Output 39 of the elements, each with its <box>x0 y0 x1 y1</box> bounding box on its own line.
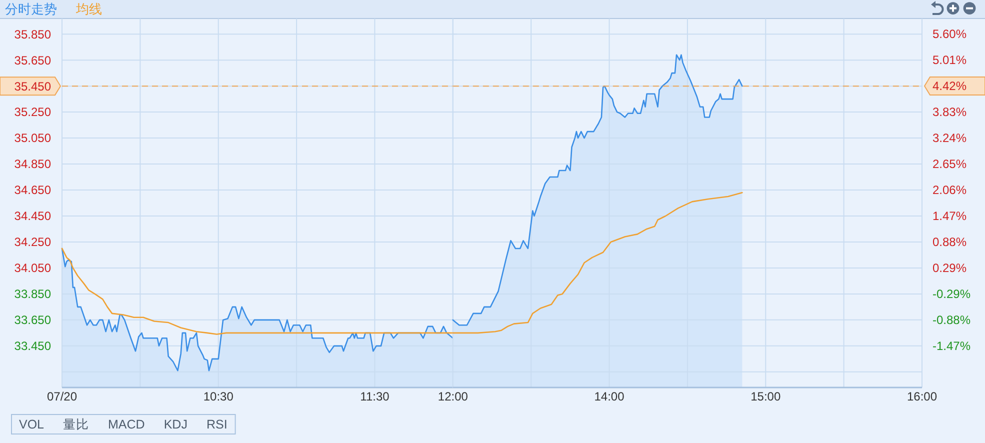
y-tick-label: 34.050 <box>14 261 52 276</box>
y-tick-label: 35.450 <box>14 79 52 94</box>
y2-tick-label: 5.60% <box>932 27 967 42</box>
y-tick-label: 34.250 <box>14 235 52 250</box>
y2-tick-label: -0.88% <box>932 312 971 327</box>
legend: 分时走势 均线 <box>5 2 102 16</box>
x-tick-label: 07/20 <box>46 390 78 404</box>
tab-label: MACD <box>108 418 145 432</box>
y-tick-label: 33.850 <box>14 287 52 302</box>
y2-tick-label: 0.29% <box>932 261 967 276</box>
y2-tick-label: 1.47% <box>932 209 967 224</box>
y2-tick-label: -1.47% <box>932 338 971 353</box>
y-tick-label: 35.050 <box>14 131 52 146</box>
y2-tick-label: 2.65% <box>932 157 967 172</box>
y2-tick-label: -0.29% <box>932 286 971 301</box>
x-tick-label: 10:30 <box>203 390 234 404</box>
x-tick-label: 14:00 <box>594 390 625 404</box>
y2-tick-label: 3.24% <box>932 131 967 146</box>
y-tick-label: 35.650 <box>14 53 52 68</box>
tab-label: VOL <box>19 418 44 432</box>
y-tick-label: 34.450 <box>14 209 52 224</box>
y2-tick-label: 5.01% <box>932 53 967 68</box>
y-tick-label: 33.650 <box>14 313 52 328</box>
x-tick-label: 15:00 <box>750 390 781 404</box>
tab-label: RSI <box>206 418 228 432</box>
tab-label: KDJ <box>164 418 188 432</box>
y-tick-label: 33.450 <box>14 339 52 354</box>
y2-tick-label: 3.83% <box>932 105 967 120</box>
y2-tick-label: 0.88% <box>932 235 967 250</box>
y2-tick-label: 2.06% <box>932 183 967 198</box>
y-tick-label: 35.850 <box>14 27 52 42</box>
y2-tick-label: 4.42% <box>932 79 967 94</box>
x-tick-label: 12:00 <box>438 390 468 404</box>
y-tick-label: 35.250 <box>14 105 52 120</box>
y-tick-label: 34.650 <box>14 183 52 198</box>
y-tick-label: 34.850 <box>14 157 52 172</box>
x-tick-label: 11:30 <box>360 390 390 404</box>
tab-label: 量比 <box>63 418 90 432</box>
x-tick-label: 16:00 <box>906 390 938 404</box>
